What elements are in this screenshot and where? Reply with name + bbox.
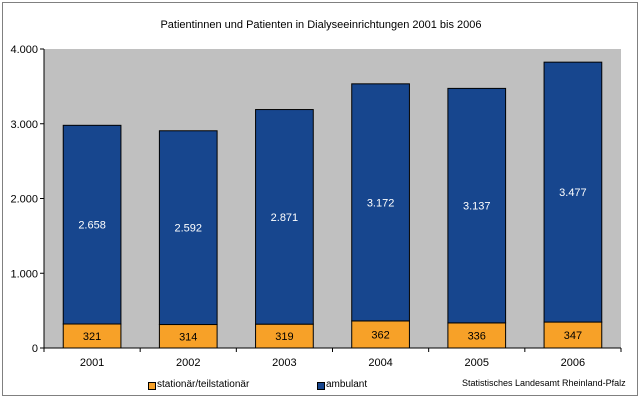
data-label-stationaer-2001: 321: [83, 331, 101, 343]
bar-ambulant-2004: [351, 83, 410, 322]
plot-area: [44, 49, 621, 348]
x-tick-label-2004: 2004: [368, 357, 392, 369]
data-label-ambulant-2002: 2.592: [174, 223, 202, 235]
data-label-stationaer-2006: 347: [564, 330, 582, 342]
data-label-ambulant-2003: 2.871: [271, 212, 299, 224]
bar-stationaer-2006: [543, 321, 603, 349]
data-label-stationaer-2003: 319: [275, 331, 293, 343]
y-tick-label-4000: 4.000: [10, 44, 38, 56]
y-tick-label-0: 0: [32, 343, 38, 355]
y-tick-label-2000: 2.000: [10, 194, 38, 206]
x-tick-label-2001: 2001: [80, 357, 104, 369]
data-label-ambulant-2001: 2.658: [78, 220, 106, 232]
chart-title: Patientinnen und Patienten in Dialyseein…: [160, 19, 482, 31]
data-label-ambulant-2005: 3.137: [463, 201, 491, 213]
data-label-stationaer-2002: 314: [179, 331, 197, 343]
y-tick-label-3000: 3.000: [10, 119, 38, 131]
x-tick-label-2003: 2003: [272, 357, 296, 369]
data-label-stationaer-2005: 336: [468, 330, 486, 342]
source-note: Statistisches Landesamt Rheinland-Pfalz: [462, 378, 626, 388]
bar-ambulant-2005: [447, 87, 507, 324]
data-label-ambulant-2006: 3.477: [559, 187, 587, 199]
data-label-stationaer-2004: 362: [371, 329, 389, 341]
y-tick-label-1000: 1.000: [10, 268, 38, 280]
bar-ambulant-2001: [62, 124, 122, 325]
x-tick-label-2002: 2002: [176, 357, 200, 369]
x-tick-label-2006: 2006: [561, 357, 585, 369]
x-tick-label-2005: 2005: [465, 357, 489, 369]
bar-ambulant-2006: [543, 61, 603, 323]
data-label-ambulant-2004: 3.172: [367, 197, 395, 209]
bar-ambulant-2003: [255, 109, 314, 325]
bar-stationaer-2004: [351, 320, 410, 349]
bar-ambulant-2002: [158, 130, 218, 326]
